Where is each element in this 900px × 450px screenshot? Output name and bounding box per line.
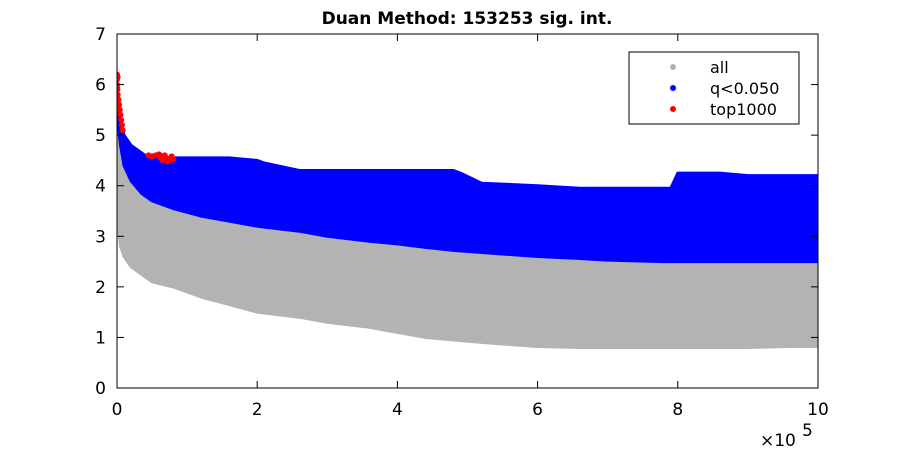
series-2-point-12 — [118, 122, 125, 128]
legend-marker-2 — [670, 106, 676, 112]
legend: all q<0.050 top1000 — [628, 51, 800, 125]
legend-marker-0 — [670, 64, 676, 70]
y-tick-label-3: 3 — [95, 227, 106, 247]
axes-box — [116, 33, 819, 389]
x-exponent-label: ×10 — [760, 431, 796, 450]
series-2-point-11 — [118, 117, 125, 123]
y-tick-label-0: 0 — [95, 379, 106, 399]
series-2-point-4 — [117, 91, 121, 98]
series-2-point-10 — [117, 111, 124, 118]
axes: 0 2 4 6 8 10 0 1 2 3 4 5 6 7 ×10 5 — [95, 25, 829, 450]
legend-box — [628, 51, 800, 125]
x-tick-label-0: 0 — [112, 400, 123, 420]
y-tick-label-4: 4 — [95, 177, 106, 197]
x-tick-label-3: 6 — [532, 400, 543, 420]
x-exponent-power: 5 — [802, 421, 813, 441]
y-tick-label-7: 7 — [95, 25, 106, 45]
plot-area — [117, 71, 818, 349]
y-tick-label-1: 1 — [95, 328, 106, 348]
series-2-point-9 — [117, 106, 123, 113]
series-2-point-8 — [117, 101, 123, 108]
x-tick-label-5: 10 — [807, 400, 829, 420]
legend-label-2: top1000 — [710, 100, 777, 119]
y-tick-label-5: 5 — [95, 126, 106, 146]
legend-label-1: q<0.050 — [710, 79, 779, 98]
series-2-point-5 — [117, 74, 121, 80]
chart-title: Duan Method: 153253 sig. int. — [322, 9, 613, 29]
x-tick-label-1: 2 — [252, 400, 263, 420]
x-tick-label-4: 8 — [672, 400, 683, 420]
x-tick-label-2: 4 — [392, 400, 403, 420]
series-2-point-7 — [117, 96, 122, 103]
legend-marker-1 — [670, 85, 676, 91]
y-tick-label-6: 6 — [95, 76, 106, 96]
series-1-band — [117, 88, 818, 264]
series-2-point-13 — [119, 127, 126, 134]
y-tick-label-2: 2 — [95, 278, 106, 298]
series-2-point-6 — [117, 84, 120, 91]
series-2-point-25 — [170, 156, 177, 163]
legend-label-0: all — [710, 58, 729, 77]
